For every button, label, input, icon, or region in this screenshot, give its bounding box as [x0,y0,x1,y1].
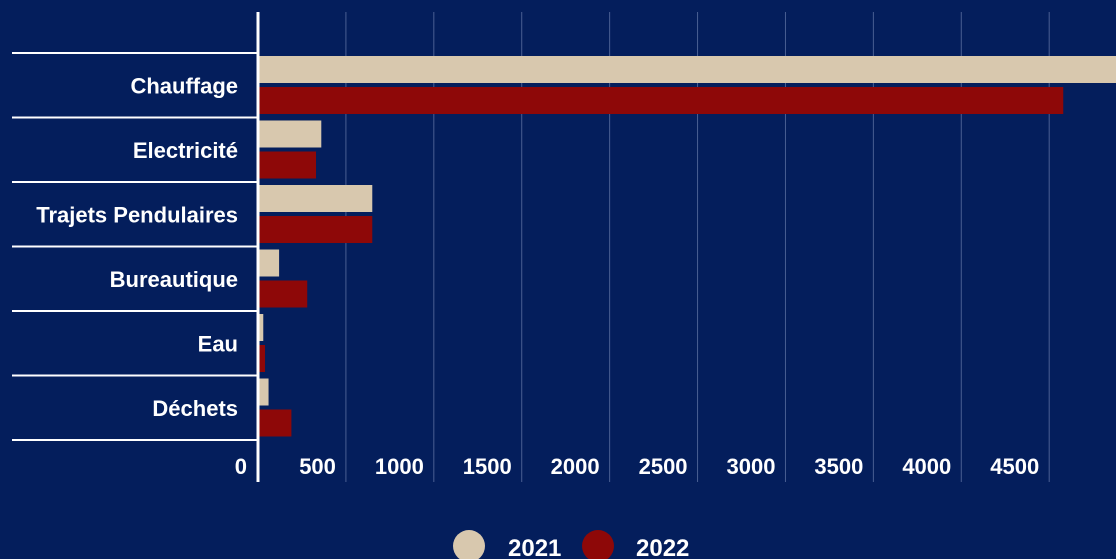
x-tick-label: 4500 [990,454,1039,479]
category-label-trajets-pendulaires: Trajets Pendulaires [36,202,238,227]
category-label-dechets: Déchets [152,396,238,421]
bar-electricite-2022 [259,151,317,179]
legend: 2021 2022 [453,530,689,559]
x-tick-label: 0 [235,454,247,479]
x-tick-label: 4000 [902,454,951,479]
category-labels: Chauffage Electricité Trajets Pendulaires B… [36,73,238,421]
legend-label-2022: 2022 [636,535,689,559]
category-label-electricite: Electricité [133,138,238,163]
x-tick-label: 2500 [639,454,688,479]
bar-eau-2021 [259,314,264,341]
bar-eau-2022 [259,345,266,372]
category-label-chauffage: Chauffage [130,73,238,98]
bar-chauffage-2022 [259,87,1064,114]
category-label-bureautique: Bureautique [110,267,238,292]
bar-electricite-2021 [259,120,322,148]
x-tick-label: 2000 [551,454,600,479]
x-tick-label: 1000 [375,454,424,479]
x-tick-label: 1500 [463,454,512,479]
x-axis-tick-labels: 0 500 1000 1500 2000 2500 3000 3500 4000 4500 [235,454,1039,479]
category-separators [12,52,258,441]
legend-swatch-2022 [582,530,614,559]
bars [259,56,1116,437]
x-tick-label: 3000 [727,454,776,479]
x-tick-label: 500 [299,454,336,479]
legend-label-2021: 2021 [508,535,561,559]
bar-bureautique-2022 [259,280,308,308]
category-label-eau: Eau [198,331,238,356]
bar-bureautique-2021 [259,249,280,277]
legend-swatch-2021 [453,530,485,559]
bar-trajets-pendulaires-2022 [259,216,373,243]
bar-dechets-2021 [259,378,269,406]
bar-chauffage-2021 [259,56,1116,83]
x-tick-label: 3500 [814,454,863,479]
bar-trajets-pendulaires-2021 [259,185,373,212]
bar-dechets-2022 [259,409,292,437]
